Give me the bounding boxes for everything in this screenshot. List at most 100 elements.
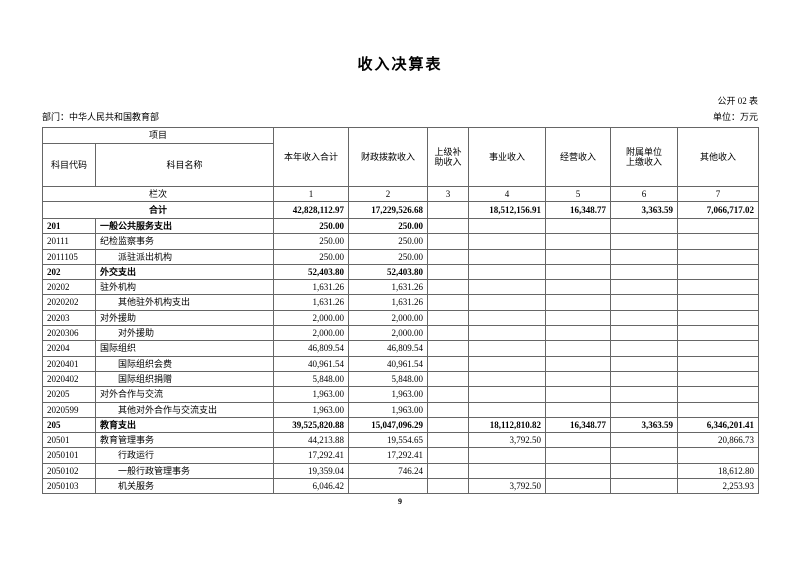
value-cell: 1,631.26 (348, 294, 429, 311)
subject-name-cell: 机关服务 (94, 478, 275, 495)
subject-code-cell: 205 (42, 416, 96, 434)
page-number: 9 (398, 497, 402, 506)
value-cell (677, 325, 760, 342)
value-cell: 1,963.00 (273, 386, 350, 403)
value-cell: 52,403.80 (273, 263, 350, 281)
value-cell (677, 279, 760, 296)
value-cell: 52,403.80 (348, 263, 429, 281)
value-cell: 746.24 (348, 462, 429, 480)
header-project: 项目 (41, 127, 275, 144)
value-cell (427, 355, 470, 372)
value-cell (610, 294, 679, 311)
value-cell (677, 217, 760, 235)
table-row: 2050102 一般行政管理事务 19,359.04 746.24 18,612.80 (42, 462, 760, 480)
total-value-1: 42,828,112.97 (273, 201, 350, 219)
value-cell (545, 432, 612, 449)
value-cell (427, 447, 470, 464)
value-cell: 1,963.00 (348, 401, 429, 418)
value-cell (610, 263, 679, 281)
page-title: 收入决算表 (357, 57, 443, 73)
lanci-col-4: 4 (468, 186, 547, 202)
subject-code-cell: 2020306 (42, 325, 96, 342)
value-cell: 2,000.00 (348, 309, 429, 327)
header-col-affiliated-unit: 附属单位 上缴收入 (610, 127, 679, 187)
value-cell (545, 233, 612, 250)
value-cell: 39,525,820.88 (273, 416, 350, 434)
value-cell (545, 462, 612, 480)
value-cell: 3,363.59 (610, 416, 679, 434)
lanci-col-2: 2 (348, 186, 429, 202)
table-row: 20205 对外合作与交流 1,963.00 1,963.00 (42, 386, 760, 403)
value-cell (545, 370, 612, 388)
value-cell (610, 370, 679, 388)
subject-name-cell: 对外援助 (94, 309, 275, 327)
value-cell: 2,000.00 (273, 309, 350, 327)
subject-code-cell: 202 (42, 263, 96, 281)
value-cell: 44,213.88 (273, 432, 350, 449)
value-cell (610, 478, 679, 495)
lanci-col-6: 6 (610, 186, 679, 202)
value-cell (545, 217, 612, 235)
table-row: 2020401 国际组织会费 40,961.54 40,961.54 (42, 355, 760, 372)
value-cell: 20,866.73 (677, 432, 760, 449)
total-value-6: 3,363.59 (610, 201, 679, 219)
value-cell (545, 386, 612, 403)
subject-code-cell: 2020402 (42, 370, 96, 388)
value-cell: 40,961.54 (273, 355, 350, 372)
total-value-3 (427, 201, 470, 219)
value-cell (468, 325, 547, 342)
value-cell (545, 294, 612, 311)
subject-code-cell: 2020599 (42, 401, 96, 418)
value-cell: 18,612.80 (677, 462, 760, 480)
subject-name-cell: 其他驻外机构支出 (94, 294, 275, 311)
total-value-2: 17,229,526.68 (348, 201, 429, 219)
value-cell (468, 294, 547, 311)
subject-code-cell: 20204 (42, 340, 96, 357)
table-code-label: 公开 02 表 (717, 96, 758, 106)
lanci-col-3: 3 (427, 186, 470, 202)
value-cell: 250.00 (348, 233, 429, 250)
table-row: 202 外交支出 52,403.80 52,403.80 (42, 263, 760, 281)
value-cell: 1,631.26 (273, 279, 350, 296)
subject-name-cell: 行政运行 (94, 447, 275, 464)
subject-code-cell: 20202 (42, 279, 96, 296)
value-cell (677, 263, 760, 281)
value-cell (677, 309, 760, 327)
value-cell (610, 233, 679, 250)
value-cell (545, 309, 612, 327)
value-cell: 1,963.00 (273, 401, 350, 418)
value-cell (468, 217, 547, 235)
value-cell (468, 355, 547, 372)
department-label: 部门：中华人民共和国教育部 (42, 112, 160, 122)
value-cell: 3,792.50 (468, 432, 547, 449)
value-cell: 46,809.54 (348, 340, 429, 357)
value-cell (427, 462, 470, 480)
value-cell (610, 462, 679, 480)
value-cell: 3,792.50 (468, 478, 547, 495)
table-row: 2050101 行政运行 17,292.41 17,292.41 (42, 447, 760, 464)
value-cell (677, 447, 760, 464)
value-cell (610, 386, 679, 403)
value-cell (427, 416, 470, 434)
value-cell (545, 447, 612, 464)
header-subject-code: 科目代码 (42, 143, 96, 187)
value-cell (610, 355, 679, 372)
value-cell: 5,848.00 (273, 370, 350, 388)
value-cell (468, 279, 547, 296)
total-row-label: 合计 (41, 201, 275, 219)
subject-name-cell: 驻外机构 (94, 279, 275, 296)
value-cell (468, 340, 547, 357)
table-row: 2050103 机关服务 6,046.42 3,792.50 2,253.93 (42, 478, 760, 495)
subject-name-cell: 教育支出 (94, 416, 275, 434)
value-cell (427, 294, 470, 311)
value-cell: 250.00 (273, 248, 350, 265)
table-row: 20204 国际组织 46,809.54 46,809.54 (42, 340, 760, 357)
subject-name-cell: 国际组织会费 (94, 355, 275, 372)
table-row: 20111 纪检监察事务 250.00 250.00 (42, 233, 760, 250)
value-cell: 2,000.00 (348, 325, 429, 342)
value-cell: 2,253.93 (677, 478, 760, 495)
subject-name-cell: 纪检监察事务 (94, 233, 275, 250)
header-col-total-income: 本年收入合计 (273, 127, 350, 187)
header-col-fiscal-appropriation: 财政拨款收入 (348, 127, 429, 187)
